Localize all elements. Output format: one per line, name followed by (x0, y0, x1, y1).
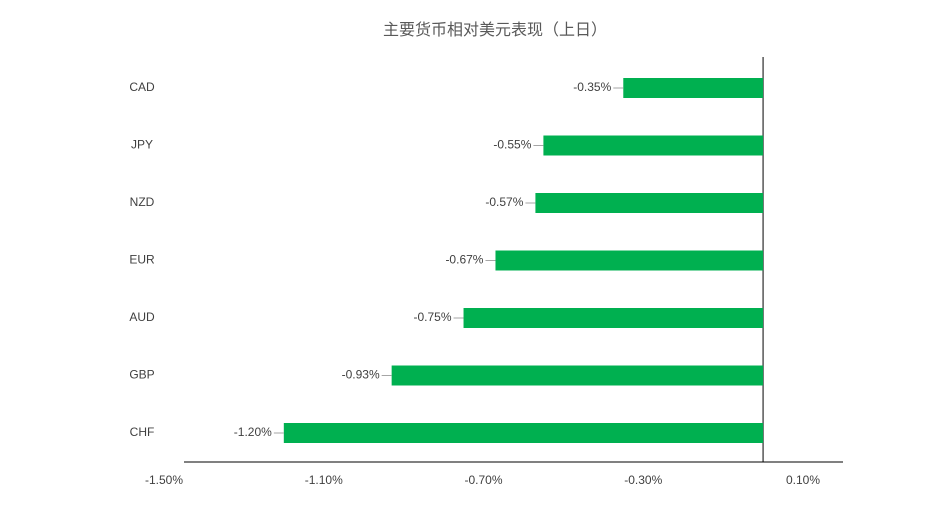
x-tick-label: -1.10% (305, 473, 343, 487)
y-tick-label: GBP (129, 368, 154, 382)
data-label: -1.20% (234, 425, 272, 439)
data-label: -0.93% (342, 368, 380, 382)
x-tick-label: -0.30% (624, 473, 662, 487)
bar (391, 365, 764, 386)
y-tick-label: EUR (129, 253, 155, 267)
bar (283, 423, 764, 443)
data-label: -0.57% (485, 195, 523, 209)
x-tick-label: -1.50% (145, 473, 183, 487)
y-tick-label: JPY (131, 138, 153, 152)
y-tick-label: NZD (130, 195, 155, 209)
data-label: -0.67% (445, 253, 483, 267)
data-label: -0.55% (493, 138, 531, 152)
y-tick-label: AUD (129, 310, 155, 324)
data-label: -0.35% (573, 80, 611, 94)
y-tick-label: CHF (130, 425, 155, 439)
x-tick-label: 0.10% (786, 473, 820, 487)
data-label: -0.75% (414, 310, 452, 324)
bar (623, 78, 764, 98)
y-tick-label: CAD (129, 80, 155, 94)
bar (535, 193, 764, 213)
bar (543, 135, 764, 156)
bar (495, 250, 764, 271)
bar (463, 308, 764, 328)
chart-title: 主要货币相对美元表现（上日） (383, 21, 607, 39)
x-tick-label: -0.70% (464, 473, 502, 487)
